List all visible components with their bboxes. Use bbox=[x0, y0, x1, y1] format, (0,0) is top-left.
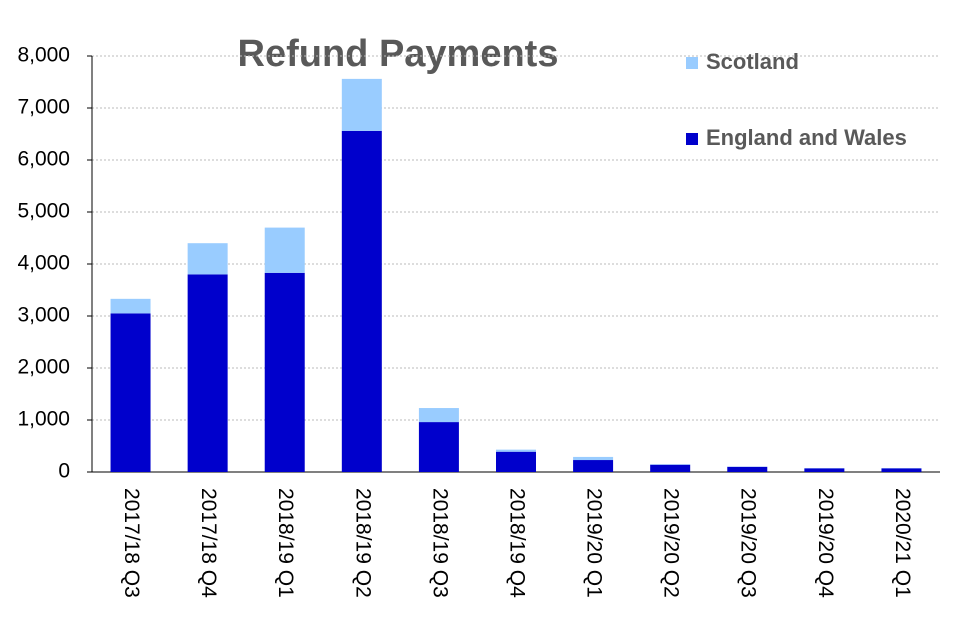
x-tick-label: 2018/19 Q3 bbox=[428, 488, 451, 598]
legend-label: Scotland bbox=[706, 49, 799, 74]
bar-segment bbox=[187, 274, 228, 472]
bar-segment bbox=[881, 468, 922, 472]
y-tick-label: 0 bbox=[58, 460, 70, 483]
legend-label: England and Wales bbox=[706, 125, 907, 150]
x-tick-label: 2019/20 Q3 bbox=[737, 488, 760, 598]
bar-segment bbox=[264, 227, 305, 273]
x-tick-label: 2019/20 Q2 bbox=[660, 488, 683, 598]
chart-title: Refund Payments bbox=[238, 33, 559, 75]
bar-segment bbox=[496, 449, 536, 452]
y-tick-label: 6,000 bbox=[17, 148, 70, 171]
x-tick-label: 2020/21 Q1 bbox=[891, 488, 914, 598]
y-tick-label: 4,000 bbox=[17, 252, 70, 275]
y-tick-label: 8,000 bbox=[17, 44, 70, 67]
bar-segment bbox=[341, 130, 382, 472]
legend-swatch bbox=[686, 57, 698, 69]
x-tick-label: 2018/19 Q2 bbox=[351, 488, 374, 598]
bar-segment bbox=[573, 460, 614, 472]
x-tick-label: 2018/19 Q4 bbox=[505, 488, 528, 598]
bar-segment bbox=[418, 422, 459, 472]
bar-segment bbox=[650, 464, 691, 472]
y-tick-label: 1,000 bbox=[17, 408, 70, 431]
bar-segment bbox=[341, 78, 382, 131]
x-tick-label: 2017/18 Q4 bbox=[197, 488, 220, 598]
bar-segment bbox=[264, 272, 305, 472]
x-tick-label: 2017/18 Q3 bbox=[120, 488, 143, 598]
bar-segment bbox=[187, 243, 228, 275]
y-tick-label: 2,000 bbox=[17, 356, 70, 379]
x-tick-label: 2019/20 Q1 bbox=[583, 488, 606, 598]
bar-segment bbox=[650, 464, 691, 465]
bar-segment bbox=[804, 468, 845, 472]
bar-segment bbox=[418, 408, 459, 423]
y-tick-label: 7,000 bbox=[17, 96, 70, 119]
bar-segment bbox=[110, 313, 151, 472]
y-tick-label: 5,000 bbox=[17, 200, 70, 223]
bar-segment bbox=[573, 456, 614, 461]
x-tick-label: 2019/20 Q4 bbox=[814, 488, 837, 598]
x-tick-label: 2018/19 Q1 bbox=[274, 488, 297, 598]
legend-swatch bbox=[686, 133, 698, 145]
bar-segment bbox=[727, 466, 768, 472]
bar-segment bbox=[496, 451, 536, 472]
bar-segment bbox=[110, 298, 151, 314]
y-tick-label: 3,000 bbox=[17, 304, 70, 327]
